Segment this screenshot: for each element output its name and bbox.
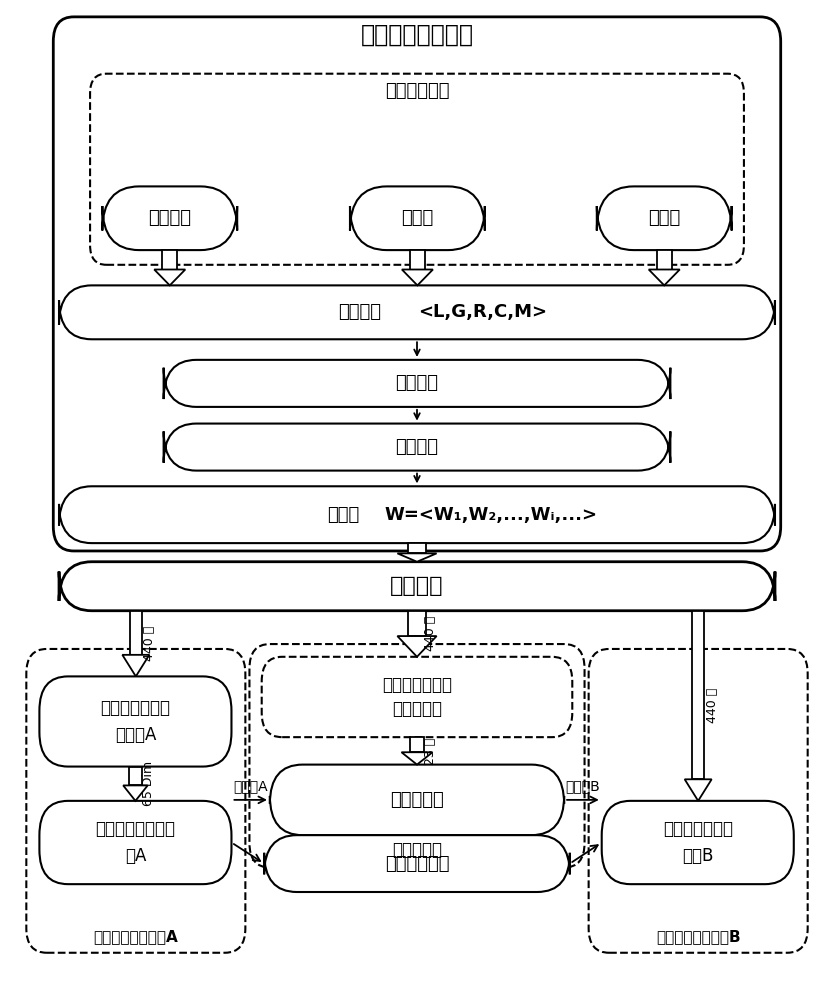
Text: 姿态组识别: 姿态组识别 [392,841,442,859]
FancyBboxPatch shape [53,17,781,551]
Polygon shape [649,270,680,285]
Text: 特征提取: 特征提取 [390,576,444,596]
Text: 440 维: 440 维 [425,616,437,651]
Polygon shape [130,611,142,655]
FancyBboxPatch shape [350,186,485,250]
Text: 23 维: 23 维 [425,737,437,765]
FancyBboxPatch shape [27,649,245,953]
Text: 特征选择：针对: 特征选择：针对 [100,699,170,717]
Text: 姿态组B: 姿态组B [565,779,600,793]
FancyBboxPatch shape [262,657,572,737]
Text: 姿态组A: 姿态组A [115,726,156,744]
Text: 传感器测量值: 传感器测量值 [384,82,450,100]
Text: 数据序列: 数据序列 [339,303,381,321]
Text: 转角识别：姿态组B: 转角识别：姿态组B [656,930,741,945]
Text: 转角识别结果: 转角识别结果 [384,855,450,873]
Text: 特征选择：针对: 特征选择：针对 [382,676,452,694]
Text: 磁力计: 磁力计 [648,209,681,227]
Polygon shape [408,543,426,553]
Text: 窗口集: 窗口集 [327,506,359,524]
Polygon shape [657,250,671,270]
Text: 窗口划分: 窗口划分 [395,438,439,456]
Text: 转角分类器：姿: 转角分类器：姿 [663,820,733,838]
FancyBboxPatch shape [39,801,232,884]
FancyBboxPatch shape [601,801,794,884]
Text: 加速度计: 加速度计 [148,209,191,227]
Text: 姿态分类器: 姿态分类器 [390,791,444,809]
FancyBboxPatch shape [90,74,744,265]
Polygon shape [410,250,425,270]
Text: 65 Dim: 65 Dim [142,761,155,806]
FancyBboxPatch shape [249,644,585,867]
Text: 数据测量及预处理: 数据测量及预处理 [360,22,474,46]
Polygon shape [692,611,704,779]
FancyBboxPatch shape [597,186,731,250]
FancyBboxPatch shape [163,360,671,407]
FancyBboxPatch shape [59,562,775,611]
Text: W=<W₁,W₂,...,Wᵢ,...>: W=<W₁,W₂,...,Wᵢ,...> [384,506,597,524]
Text: 陀螺仪: 陀螺仪 [401,209,434,227]
Text: 440 维: 440 维 [143,626,156,661]
Polygon shape [402,270,433,285]
Polygon shape [401,752,433,765]
Text: 态组B: 态组B [682,847,713,865]
Polygon shape [408,611,426,636]
Text: <L,G,R,C,M>: <L,G,R,C,M> [418,303,547,321]
Text: 转角分类器：姿态: 转角分类器：姿态 [95,820,175,838]
Polygon shape [409,737,425,752]
FancyBboxPatch shape [59,486,775,543]
Text: 姿态组A: 姿态组A [234,779,268,793]
FancyBboxPatch shape [59,285,775,339]
Text: 姿态组识别: 姿态组识别 [392,700,442,718]
Polygon shape [129,767,142,785]
Text: 440 维: 440 维 [706,688,719,723]
FancyBboxPatch shape [589,649,807,953]
Polygon shape [397,553,437,562]
Polygon shape [123,785,148,801]
Text: 组A: 组A [125,847,146,865]
FancyBboxPatch shape [163,424,671,471]
FancyBboxPatch shape [103,186,237,250]
Text: 噪声滤除: 噪声滤除 [395,374,439,392]
Polygon shape [685,779,711,801]
FancyBboxPatch shape [39,676,232,767]
Polygon shape [163,250,177,270]
FancyBboxPatch shape [270,765,564,835]
Text: 转角识别：姿态组A: 转角识别：姿态组A [93,930,178,945]
Polygon shape [397,636,437,657]
Polygon shape [123,655,149,676]
Polygon shape [154,270,185,285]
FancyBboxPatch shape [264,835,570,892]
